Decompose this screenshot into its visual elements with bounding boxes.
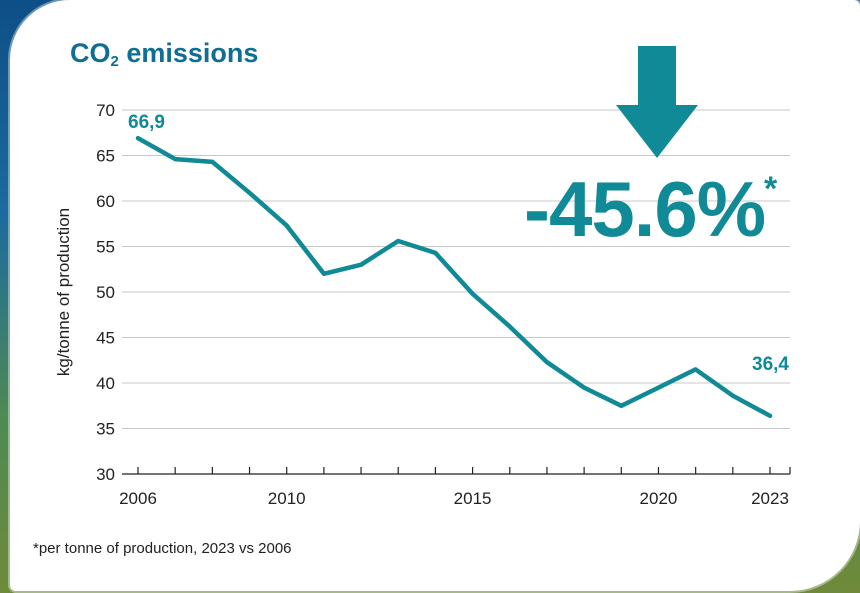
data-point xyxy=(396,239,401,244)
y-tick-label: 35 xyxy=(96,420,115,439)
y-tick-label: 55 xyxy=(96,238,115,257)
data-label: 36,4 xyxy=(752,354,789,375)
headline-asterisk: * xyxy=(764,170,778,208)
data-point xyxy=(693,367,698,372)
y-tick-label: 30 xyxy=(96,465,115,484)
chart-card xyxy=(10,0,860,591)
y-tick-label: 45 xyxy=(96,329,115,348)
x-tick-label: 2020 xyxy=(640,489,678,508)
data-point xyxy=(656,385,661,390)
data-point xyxy=(619,403,624,408)
x-tick-label: 2015 xyxy=(454,489,492,508)
data-point xyxy=(247,190,252,195)
y-tick-label: 65 xyxy=(96,147,115,166)
y-tick-label: 70 xyxy=(96,101,115,120)
data-point xyxy=(284,223,289,228)
headline-percentage: -45.6% xyxy=(524,165,765,253)
y-axis-label: kg/tonne of production xyxy=(54,208,73,376)
down-arrow-icon xyxy=(616,46,698,158)
data-point xyxy=(582,385,587,390)
x-tick-label: 2010 xyxy=(268,489,306,508)
data-point xyxy=(359,262,364,267)
x-tick-label: 2006 xyxy=(119,489,157,508)
data-point xyxy=(210,159,215,164)
data-point xyxy=(768,413,772,418)
y-tick-label: 40 xyxy=(96,374,115,393)
data-point xyxy=(433,250,438,255)
footnote: *per tonne of production, 2023 vs 2006 xyxy=(33,540,292,557)
series-line xyxy=(135,135,773,419)
data-point xyxy=(136,136,140,141)
data-point xyxy=(321,271,326,276)
data-point xyxy=(544,360,549,365)
data-point xyxy=(470,291,475,296)
y-tick-label: 50 xyxy=(96,283,115,302)
data-label: 66,9 xyxy=(128,112,165,133)
data-point xyxy=(173,157,178,162)
y-tick-label: 60 xyxy=(96,192,115,211)
data-point xyxy=(507,324,512,329)
chart-title: CO2 emissions xyxy=(70,38,259,70)
x-tick-label: 2023 xyxy=(751,489,789,508)
data-point xyxy=(730,393,735,398)
